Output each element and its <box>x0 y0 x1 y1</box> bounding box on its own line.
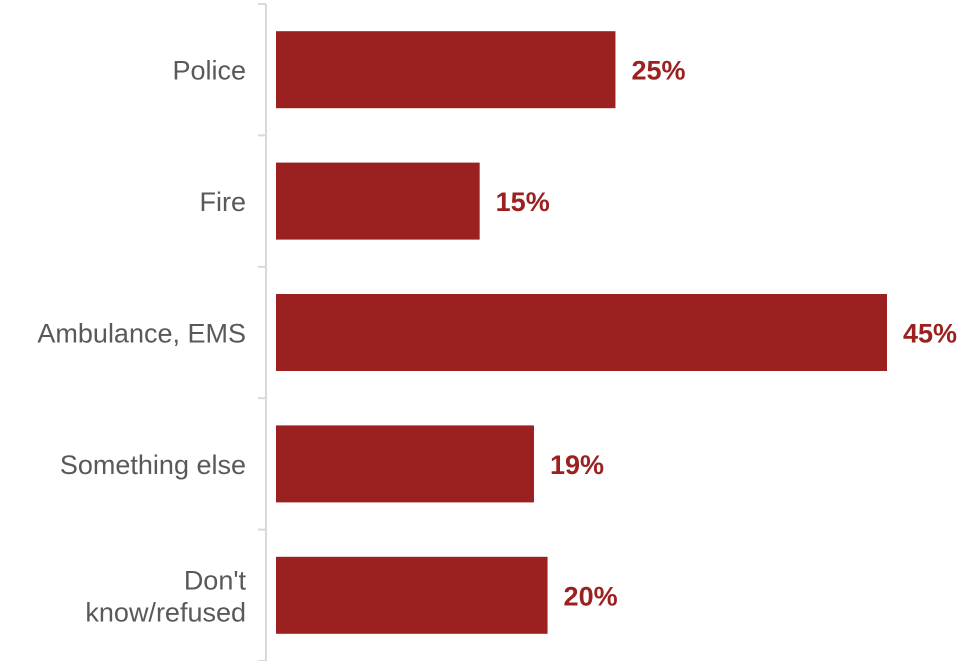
bar <box>276 162 480 240</box>
bar <box>276 31 616 109</box>
category-labels: Police Fire Ambulance, EMS Something else Do… <box>37 56 246 628</box>
value-label: 15% <box>496 187 550 217</box>
category-label: Police <box>172 56 246 86</box>
category-label: Don't know/refused <box>85 565 246 627</box>
category-label: Fire <box>200 187 247 217</box>
bar <box>276 425 534 503</box>
value-labels: 25% 15% 45% 19% 20% <box>496 56 957 612</box>
category-axis <box>258 3 267 661</box>
value-label: 45% <box>903 319 957 349</box>
category-label: Something else <box>60 450 246 480</box>
bar <box>276 556 548 634</box>
bar <box>276 294 887 371</box>
bars <box>276 31 887 634</box>
value-label: 25% <box>631 56 685 86</box>
value-label: 19% <box>550 450 604 480</box>
value-label: 20% <box>564 581 618 611</box>
category-label: Ambulance, EMS <box>37 319 246 349</box>
